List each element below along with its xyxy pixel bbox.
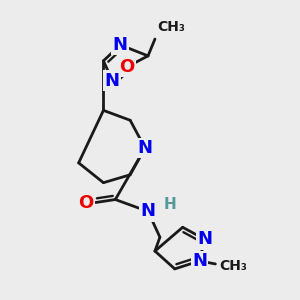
Text: N: N — [105, 72, 120, 90]
Text: H: H — [164, 197, 177, 212]
Text: O: O — [120, 58, 135, 76]
Text: O: O — [78, 194, 94, 211]
Text: N: N — [140, 202, 155, 220]
Text: N: N — [192, 252, 207, 270]
Text: N: N — [197, 230, 212, 248]
Text: N: N — [137, 139, 152, 157]
Text: N: N — [113, 36, 128, 54]
Text: CH₃: CH₃ — [157, 20, 185, 34]
Text: CH₃: CH₃ — [219, 259, 247, 273]
